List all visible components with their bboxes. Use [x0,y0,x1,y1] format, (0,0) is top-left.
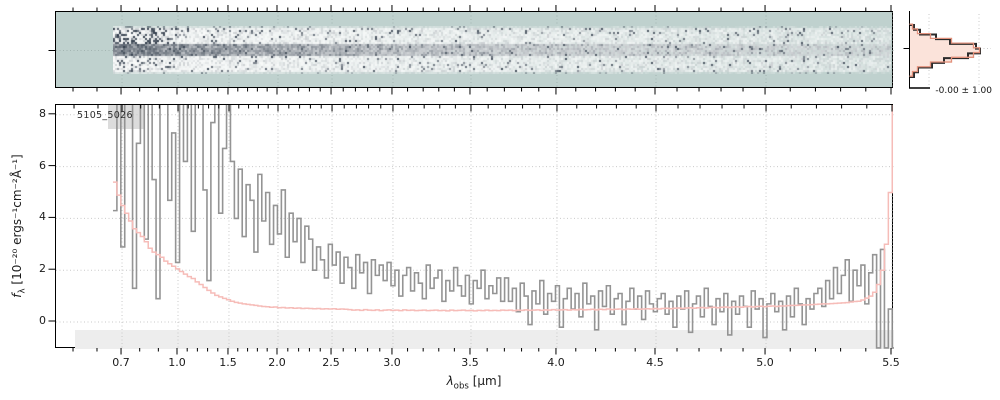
y-tick-label: 2 [39,262,46,276]
x-tick-label: 3.5 [461,356,479,369]
y-tick-label: 6 [39,158,46,172]
x-tick-label: 0.7 [112,356,130,369]
spectrum-2d-panel [55,11,894,89]
clipped-flux-box [108,105,144,129]
spectrum-1d-panel [55,104,894,349]
y-title-units: [10⁻²⁰ ergs⁻¹cm⁻²Å⁻¹] [10,154,24,289]
x-tick-label: 2.0 [268,356,286,369]
noise-histogram-plot [909,14,991,85]
x-axis-title: λobs [μm] [394,374,554,391]
spectrum-1d-plot [56,105,894,349]
y-title-symbol: f [10,293,24,298]
noise-histogram-panel [909,11,991,88]
y-title-subscript: λ [17,288,28,294]
x-tick-label: 5.5 [882,356,900,369]
x-tick-label: 4.0 [547,356,565,369]
x-tick-label: 4.5 [646,356,664,369]
y-tick-label: 0 [39,314,46,327]
y-tick-label: 4 [39,210,46,224]
hist-model-outline [909,23,981,77]
x-tick-label: 3.0 [383,356,401,369]
hist-model-fill [910,25,980,77]
x-title-symbol: λ [446,374,454,388]
x-title-subscript: obs [453,381,469,392]
spectrum-2d-image [113,26,891,74]
flux-spectrum-line [112,105,894,349]
x-tick-label: 1.0 [168,356,186,369]
x-title-units: [μm] [468,374,502,388]
y-axis-title: fλ [10⁻²⁰ ergs⁻¹cm⁻²Å⁻¹] [8,104,28,348]
x-tick-label: 1.5 [219,356,237,369]
y-tick-label: 8 [39,106,46,120]
uncertainty-line [112,105,894,312]
zero-level-band [75,330,894,349]
x-tick-label: 2.5 [322,356,340,369]
histogram-stat-label: -0.00 ± 1.00 [935,86,992,96]
source-id-label: 5105_5026 [77,110,133,121]
x-tick-label: 5.0 [756,356,774,369]
